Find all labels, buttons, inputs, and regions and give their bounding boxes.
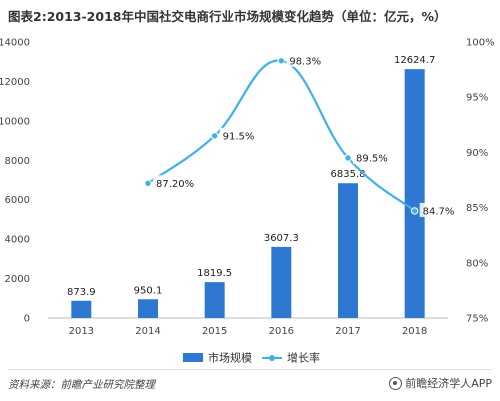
bar-data-label: 950.1 xyxy=(134,285,163,296)
y-left-tick-label: 10000 xyxy=(0,116,30,127)
y-right-tick-label: 90% xyxy=(466,148,488,159)
y-left-tick-label: 14000 xyxy=(0,38,30,49)
data-label-background xyxy=(286,52,325,67)
legend-label-line: 增长率 xyxy=(287,351,320,365)
x-tick-label: 2018 xyxy=(402,326,427,337)
x-tick-label: 2016 xyxy=(269,326,294,337)
x-tick-label: 2013 xyxy=(69,326,94,337)
line-data-label: 89.5% xyxy=(356,153,388,164)
line-data-label: 87.20% xyxy=(156,179,194,190)
y-right-tick-label: 95% xyxy=(466,93,488,104)
bar xyxy=(404,69,425,318)
bar xyxy=(71,300,92,318)
legend-swatch-bar xyxy=(183,353,203,362)
bar-data-label: 1819.5 xyxy=(197,268,232,279)
y-left-tick-label: 12000 xyxy=(0,77,30,88)
legend-swatch-point xyxy=(269,355,275,361)
bar xyxy=(338,183,358,318)
bar xyxy=(138,299,158,318)
bar-data-label: 12624.7 xyxy=(394,55,435,66)
line-data-label: 91.5% xyxy=(223,131,255,142)
y-left-tick-label: 4000 xyxy=(5,235,30,246)
bar xyxy=(204,282,225,318)
growth-rate-point xyxy=(210,132,219,140)
growth-rate-point xyxy=(144,179,152,188)
y-left-tick-label: 6000 xyxy=(5,195,30,206)
legend-label-bar: 市场规模 xyxy=(208,351,252,365)
footer-divider xyxy=(8,369,492,370)
brand-name: 前瞻经济学人APP xyxy=(405,377,492,390)
line-data-label: 98.3% xyxy=(289,56,321,67)
data-label-background xyxy=(153,175,198,190)
y-left-tick-label: 8000 xyxy=(5,156,30,167)
y-left-tick-label: 2000 xyxy=(5,274,30,285)
growth-rate-point xyxy=(344,154,352,162)
x-tick-label: 2017 xyxy=(335,326,360,337)
data-label-background xyxy=(419,202,458,217)
brand-logo-icon xyxy=(389,376,403,390)
x-tick-label: 2015 xyxy=(202,326,227,337)
source-note: 资料来源：前瞻产业研究院整理 xyxy=(8,379,155,391)
line-data-label: 84.7% xyxy=(423,206,455,217)
bar-data-label: 873.9 xyxy=(67,287,96,298)
y-right-tick-label: 80% xyxy=(466,258,488,269)
y-right-tick-label: 85% xyxy=(466,203,488,214)
y-right-tick-label: 100% xyxy=(466,38,495,49)
y-left-tick-label: 0 xyxy=(24,314,30,325)
brand-footer: 前瞻经济学人APP xyxy=(389,375,492,391)
data-label-background xyxy=(219,127,258,142)
growth-rate-point xyxy=(410,207,419,215)
data-label-background xyxy=(353,149,391,164)
chart-title: 图表2:2013-2018年中国社交电商行业市场规模变化趋势（单位：亿元，%） xyxy=(8,9,447,24)
bar xyxy=(271,246,292,318)
growth-rate-point xyxy=(277,57,286,65)
y-right-tick-label: 75% xyxy=(466,314,488,325)
x-tick-label: 2014 xyxy=(135,326,160,337)
bar-data-label: 3607.3 xyxy=(264,233,299,244)
bar-data-label: 6835.8 xyxy=(331,169,366,180)
